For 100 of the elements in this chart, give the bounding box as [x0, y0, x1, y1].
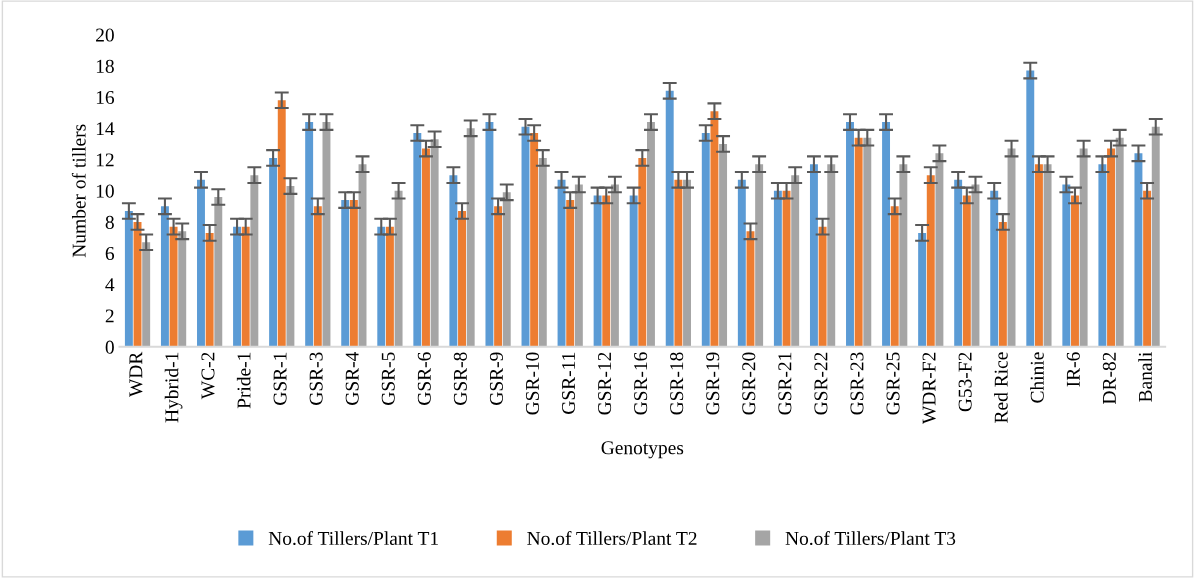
bar [422, 148, 430, 347]
bar [638, 157, 647, 347]
bar [846, 122, 854, 347]
bar [394, 190, 403, 347]
bar [458, 211, 466, 347]
bar [998, 221, 1007, 347]
bar [485, 122, 494, 347]
bar [530, 133, 539, 347]
bar [990, 190, 999, 347]
bar [610, 184, 619, 347]
bar [818, 226, 827, 347]
bar [277, 100, 286, 347]
bar [377, 226, 386, 347]
legend-label: No.of Tillers/Plant T3 [785, 531, 956, 546]
bar [629, 195, 638, 347]
bar [882, 122, 891, 347]
y-tick-label: 20 [96, 28, 114, 42]
x-tick-label: GSR-6 [417, 352, 431, 405]
bar [1062, 184, 1071, 347]
bar [124, 211, 133, 347]
x-tick-label: WDR-F2 [922, 352, 936, 425]
y-tick-label: 8 [105, 215, 114, 229]
bar [502, 192, 511, 347]
bar [1151, 126, 1160, 347]
bar [413, 133, 422, 347]
bar [269, 157, 278, 347]
bar [1026, 70, 1035, 347]
bar [233, 226, 242, 347]
x-tick-label: DR-82 [1102, 352, 1116, 405]
bar [494, 206, 503, 347]
bar [854, 137, 863, 347]
x-tick-label: GSR-18 [670, 352, 684, 415]
x-tick-label: GSR-12 [598, 352, 612, 415]
bar [890, 206, 899, 347]
bar [791, 175, 800, 347]
bar [773, 190, 782, 347]
bar [349, 200, 358, 347]
bar [782, 190, 791, 347]
bar [557, 179, 566, 347]
bar [1134, 153, 1143, 347]
x-tick-label: GSR-9 [489, 352, 503, 405]
bar [205, 232, 214, 347]
bar [1098, 164, 1107, 347]
bar [1107, 148, 1116, 347]
y-tick-label: 10 [96, 184, 114, 198]
x-tick-label: GSR-11 [562, 352, 576, 414]
bar [313, 206, 322, 347]
x-tick-label: GSR-20 [742, 352, 756, 415]
bar [466, 128, 475, 347]
bar [286, 186, 295, 347]
bar [1071, 195, 1079, 347]
y-tick-label: 16 [96, 90, 115, 105]
x-tick-label: GSR-22 [814, 352, 828, 415]
x-tick-label: Pride-1 [236, 352, 251, 409]
x-tick-label: Banali [1138, 352, 1152, 402]
bar [710, 111, 719, 347]
y-tick-label: 0 [105, 340, 114, 354]
bar [169, 226, 178, 347]
bar [241, 226, 250, 347]
x-tick-label: GSR-8 [453, 352, 467, 405]
y-tick-label: 6 [105, 247, 115, 261]
bar [538, 157, 547, 347]
x-tick-label: Chinie [1030, 352, 1044, 403]
x-tick-label: GSR-3 [309, 352, 323, 405]
y-tick-label: 14 [96, 122, 115, 136]
bar [197, 179, 205, 347]
x-tick-label: Red Rice [994, 352, 1008, 423]
bar [647, 122, 655, 347]
bar [142, 242, 151, 347]
bar [701, 133, 710, 347]
legend-label: No.of Tillers/Plant T1 [268, 531, 438, 546]
bar [899, 164, 908, 347]
bar [962, 195, 971, 347]
x-tick-label: GSR-4 [345, 351, 359, 405]
bar [1043, 164, 1052, 347]
bar [683, 179, 691, 347]
x-tick-label: GSR-10 [525, 352, 540, 415]
bar [926, 175, 935, 347]
y-tick-label: 2 [105, 309, 114, 323]
bar [674, 179, 683, 347]
bar [665, 90, 674, 347]
bar [566, 200, 575, 347]
bar [449, 175, 458, 347]
bar [160, 206, 169, 347]
y-axis-title: Number of tillers [71, 124, 86, 258]
x-axis-title: Genotypes [601, 441, 684, 459]
x-tick-label: GSR-16 [634, 352, 648, 415]
x-tick-label: WC-2 [201, 352, 215, 400]
x-tick-label: GSR-5 [381, 352, 395, 405]
bar [341, 200, 350, 347]
x-tick-label: IR-6 [1066, 352, 1080, 387]
y-tick-label: 4 [105, 278, 115, 292]
bar [755, 164, 764, 347]
bar [214, 196, 223, 347]
bar [574, 184, 583, 347]
x-tick-label: GSR-21 [778, 352, 792, 415]
bar [954, 179, 963, 347]
bar [250, 175, 259, 347]
bar [863, 137, 872, 347]
bar [935, 153, 944, 347]
